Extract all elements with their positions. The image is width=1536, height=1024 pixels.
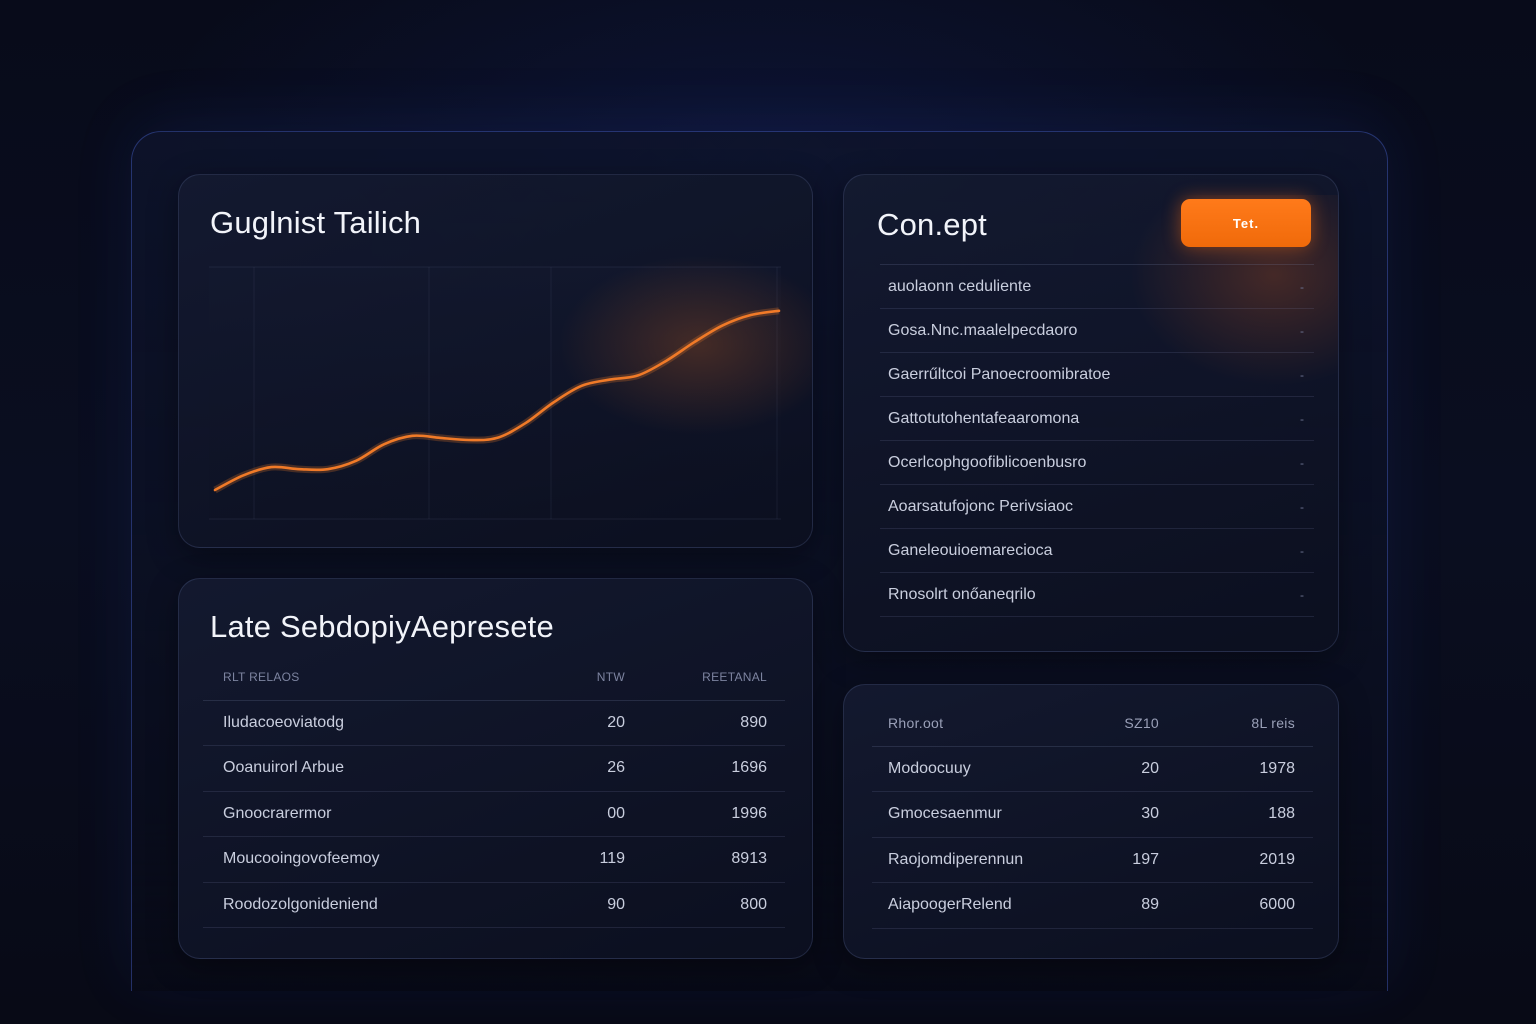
- list-item-label: Gosa.Nnc.maalelpecdaoro: [888, 321, 1078, 339]
- table-row[interactable]: Gmocesaenmur 30 188: [872, 791, 1313, 838]
- representatives-table-card: Late SebdopiyAepresete RLT RELAOS NTW RE…: [178, 578, 813, 959]
- list-item[interactable]: Gaerrűltcoi Panoecroomibratoe -: [880, 353, 1314, 397]
- list-item-label: Rnosolrt onőaneqrilo: [888, 585, 1036, 603]
- cell-rate: 2019: [1163, 837, 1313, 883]
- summary-table-card: Rhor.oot SZ10 8L reis Modoocuuy 20 1978 …: [843, 684, 1339, 959]
- table-row[interactable]: Ooanuirorl Arbue 26 1696: [203, 745, 785, 792]
- cell-name: Modoocuuy: [872, 746, 1073, 792]
- cell-total: 800: [625, 882, 785, 928]
- column-header-size[interactable]: SZ10: [1073, 701, 1163, 747]
- list-item[interactable]: Aoarsatufojonc Perivsiaoc -: [880, 485, 1314, 529]
- column-header-name[interactable]: RLT RELAOS: [203, 654, 515, 701]
- cell-count: 90: [515, 882, 625, 928]
- cell-rate: 6000: [1163, 882, 1313, 929]
- list-item[interactable]: Gattotutohentafeaaromona -: [880, 397, 1314, 441]
- row-dash: -: [1300, 367, 1304, 382]
- cell-size: 197: [1073, 837, 1163, 883]
- concept-list: auolaonn ceduliente - Gosa.Nnc.maalelpecd…: [880, 264, 1314, 617]
- list-item-label: Ocerlcophgoofiblicoenbusro: [888, 453, 1087, 471]
- row-dash: -: [1300, 587, 1304, 602]
- list-item[interactable]: Rnosolrt onőaneqrilo -: [880, 573, 1314, 617]
- cell-size: 30: [1073, 791, 1163, 838]
- list-item-label: Aoarsatufojonc Perivsiaoc: [888, 497, 1073, 515]
- cell-name: Raojomdiperennun: [872, 837, 1073, 883]
- row-dash: -: [1300, 411, 1304, 426]
- cell-count: 00: [515, 791, 625, 837]
- cell-count: 20: [515, 700, 625, 746]
- cell-count: 26: [515, 745, 625, 792]
- trend-chart-card: Guglnist Tailich: [178, 174, 813, 548]
- chart-card-title: Guglnist Tailich: [210, 205, 422, 240]
- list-item-label: Ganeleouioemarecioca: [888, 541, 1053, 559]
- cell-rate: 1978: [1163, 746, 1313, 792]
- table-row[interactable]: Raojomdiperennun 197 2019: [872, 837, 1313, 883]
- row-dash: -: [1300, 543, 1304, 558]
- table-row[interactable]: Moucooingovofeemoy 119 8913: [203, 836, 785, 883]
- list-item[interactable]: Gosa.Nnc.maalelpecdaoro -: [880, 309, 1314, 353]
- table-header-row: Rhor.oot SZ10 8L reis: [872, 701, 1313, 747]
- row-dash: -: [1300, 279, 1304, 294]
- chart-glow: [559, 255, 812, 435]
- table-row[interactable]: Roodozolgonideniend 90 800: [203, 882, 785, 928]
- cell-rate: 188: [1163, 791, 1313, 838]
- series-line: [213, 309, 781, 492]
- cell-count: 119: [515, 836, 625, 883]
- cell-total: 1996: [625, 791, 785, 837]
- concept-card: Con.ept Tet. auolaonn ceduliente - Gosa.N…: [843, 174, 1339, 652]
- table-card-title: Late SebdopiyAepresete: [210, 609, 554, 644]
- cell-total: 8913: [625, 836, 785, 883]
- cell-name: Gmocesaenmur: [872, 791, 1073, 838]
- cell-total: 1696: [625, 745, 785, 792]
- column-header-count[interactable]: NTW: [515, 654, 625, 701]
- table-row[interactable]: AiapoogerRelend 89 6000: [872, 882, 1313, 929]
- row-dash: -: [1300, 455, 1304, 470]
- list-item-label: Gaerrűltcoi Panoecroomibratoe: [888, 365, 1111, 383]
- concept-card-title: Con.ept: [877, 207, 987, 242]
- row-dash: -: [1300, 323, 1304, 338]
- list-item-label: auolaonn ceduliente: [888, 277, 1032, 295]
- table-header-row: RLT RELAOS NTW REETANAL: [203, 654, 785, 701]
- list-item[interactable]: Ganeleouioemarecioca -: [880, 529, 1314, 573]
- representatives-table: RLT RELAOS NTW REETANAL Iludacoeoviatodg…: [203, 654, 785, 928]
- table-row[interactable]: Modoocuuy 20 1978: [872, 746, 1313, 792]
- table-row[interactable]: Gnoocrarermor 00 1996: [203, 791, 785, 837]
- column-header-total[interactable]: REETANAL: [625, 654, 785, 701]
- column-header-rate[interactable]: 8L reis: [1163, 701, 1313, 747]
- list-item[interactable]: auolaonn ceduliente -: [880, 265, 1314, 309]
- list-item[interactable]: Ocerlcophgoofiblicoenbusro -: [880, 441, 1314, 485]
- summary-table: Rhor.oot SZ10 8L reis Modoocuuy 20 1978 …: [872, 701, 1313, 929]
- cell-name: Gnoocrarermor: [203, 791, 515, 837]
- cell-size: 20: [1073, 746, 1163, 792]
- cell-name: AiapoogerRelend: [872, 882, 1073, 929]
- cell-name: Roodozolgonideniend: [203, 882, 515, 928]
- cell-name: Iludacoeoviatodg: [203, 700, 515, 746]
- column-header-name[interactable]: Rhor.oot: [872, 701, 1073, 747]
- cell-total: 890: [625, 700, 785, 746]
- cell-size: 89: [1073, 882, 1163, 929]
- trend-chart: [209, 255, 812, 520]
- concept-action-button[interactable]: Tet.: [1181, 199, 1311, 247]
- table-row[interactable]: Iludacoeoviatodg 20 890: [203, 700, 785, 746]
- cell-name: Ooanuirorl Arbue: [203, 745, 515, 792]
- cell-name: Moucooingovofeemoy: [203, 836, 515, 883]
- row-dash: -: [1300, 499, 1304, 514]
- list-item-label: Gattotutohentafeaaromona: [888, 409, 1080, 427]
